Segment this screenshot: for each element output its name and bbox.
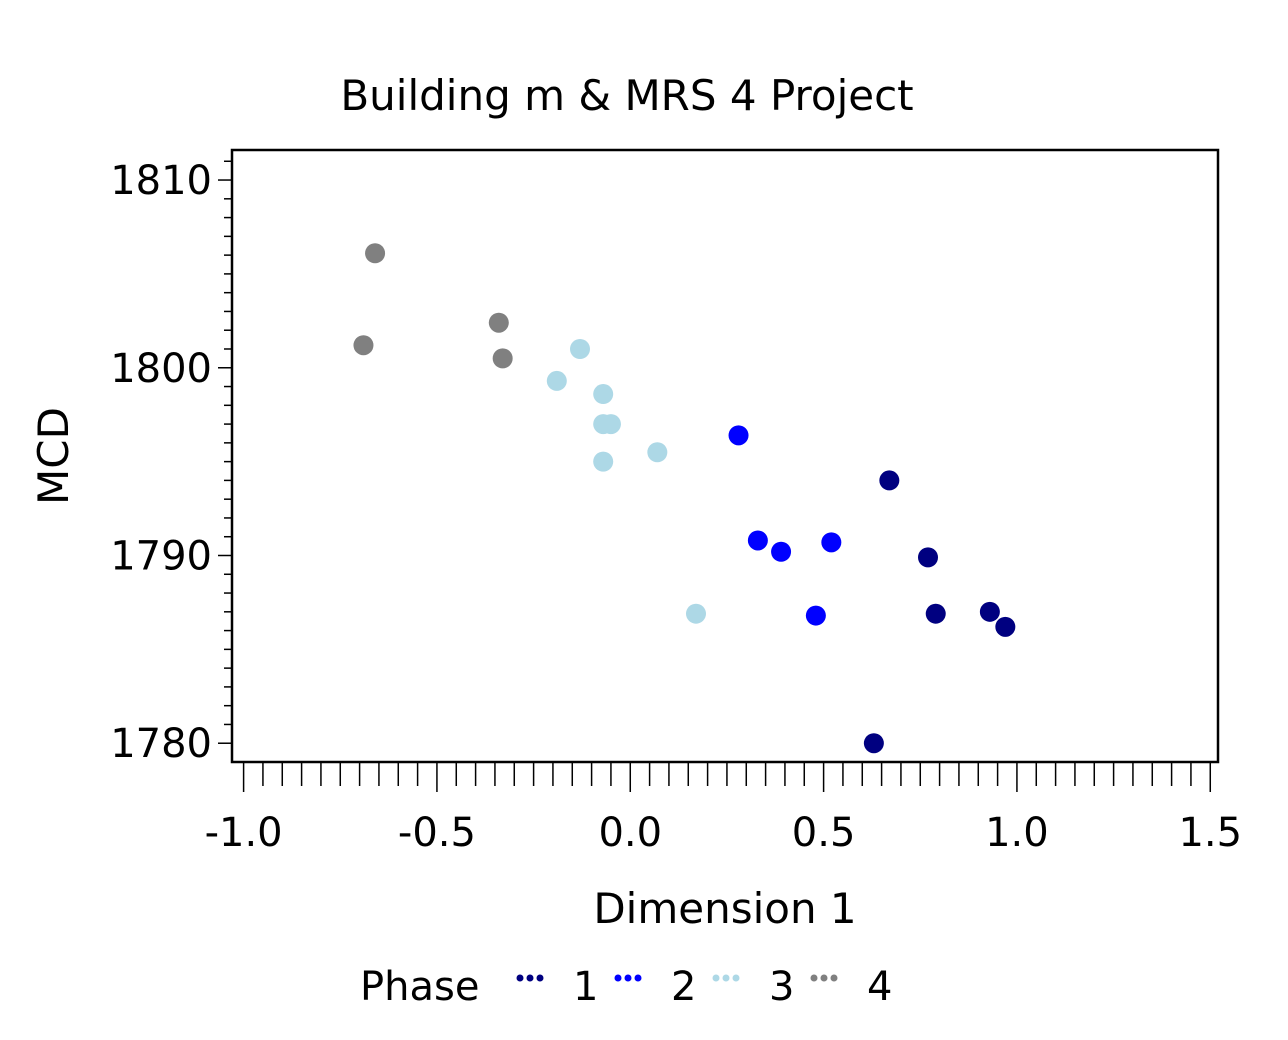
x-tick-label: 0.0 bbox=[598, 810, 662, 856]
data-point-phase-3 bbox=[546, 370, 567, 391]
data-point-phase-2 bbox=[771, 541, 792, 562]
legend-marker-phase-4 bbox=[810, 974, 818, 982]
legend-marker-phase-1 bbox=[536, 974, 544, 982]
legend-marker-phase-2 bbox=[634, 974, 642, 982]
data-point-phase-1 bbox=[879, 470, 900, 491]
data-point-phase-3 bbox=[593, 451, 614, 472]
data-point-phase-3 bbox=[570, 338, 590, 359]
y-tick-label: 1800 bbox=[110, 346, 212, 392]
data-point-phase-4 bbox=[353, 335, 374, 356]
data-point-phase-1 bbox=[979, 601, 1000, 622]
y-tick-label: 1810 bbox=[110, 158, 212, 204]
data-point-phase-3 bbox=[686, 603, 706, 624]
legend-marker-phase-2 bbox=[614, 974, 622, 982]
legend-marker-phase-1 bbox=[526, 974, 534, 982]
data-point-phase-2 bbox=[728, 425, 749, 446]
data-point-phase-3 bbox=[593, 384, 614, 405]
plot-frame bbox=[230, 148, 1220, 764]
y-axis: 1780 1790 1800 1810 bbox=[110, 158, 232, 767]
data-points bbox=[353, 243, 1016, 754]
legend-marker-phase-4 bbox=[820, 974, 828, 982]
data-point-phase-3 bbox=[647, 442, 668, 463]
data-point-phase-4 bbox=[365, 243, 386, 264]
x-axis-label: Dimension 1 bbox=[593, 884, 856, 933]
data-point-phase-2 bbox=[747, 530, 768, 551]
legend-title: Phase bbox=[360, 964, 479, 1010]
data-point-phase-4 bbox=[488, 312, 509, 333]
x-tick-label: 0.5 bbox=[792, 810, 856, 856]
legend-marker-phase-3 bbox=[722, 974, 730, 982]
legend-marker-phase-2 bbox=[624, 974, 632, 982]
y-tick-label: 1780 bbox=[110, 721, 212, 767]
data-point-phase-1 bbox=[918, 547, 938, 568]
data-point-phase-2 bbox=[805, 605, 826, 626]
data-point-phase-2 bbox=[821, 532, 842, 553]
x-axis: -1.0 -0.5 0.0 0.5 1.0 1.5 bbox=[205, 762, 1242, 856]
x-tick-label: 1.5 bbox=[1178, 810, 1242, 856]
legend-marker-phase-3 bbox=[732, 974, 740, 982]
chart-title: Building m & MRS 4 Project bbox=[340, 71, 913, 120]
data-point-phase-1 bbox=[925, 603, 946, 624]
legend-label-phase-3: 3 bbox=[769, 964, 794, 1010]
legend-label-phase-2: 2 bbox=[671, 964, 696, 1010]
data-point-phase-1 bbox=[863, 733, 884, 754]
legend-marker-phase-1 bbox=[516, 974, 524, 982]
y-tick-label: 1790 bbox=[110, 533, 212, 579]
legend-marker-phase-3 bbox=[712, 974, 720, 982]
data-point-phase-1 bbox=[995, 616, 1016, 637]
x-tick-label: 1.0 bbox=[985, 810, 1049, 856]
legend: Phase 1 2 3 4 bbox=[360, 964, 892, 1010]
legend-marker-phase-4 bbox=[830, 974, 838, 982]
legend-label-phase-1: 1 bbox=[573, 964, 598, 1010]
legend-label-phase-4: 4 bbox=[867, 964, 892, 1010]
x-tick-label: -1.0 bbox=[205, 810, 283, 856]
data-point-phase-3 bbox=[600, 414, 621, 435]
data-point-phase-4 bbox=[492, 348, 513, 369]
x-tick-label: -0.5 bbox=[398, 810, 476, 856]
y-axis-label: MCD bbox=[29, 407, 78, 505]
